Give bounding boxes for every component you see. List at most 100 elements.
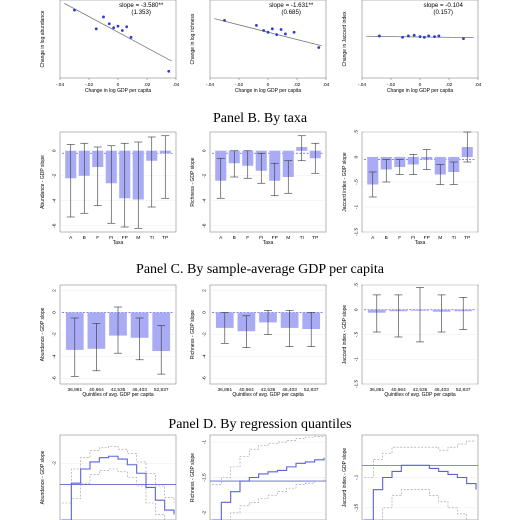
x-axis-label: Quintiles of avg. GDP per capita bbox=[384, 392, 456, 398]
y-axis-label: Richness - GDP slope bbox=[190, 453, 196, 502]
y-axis-label: Change in log richness bbox=[190, 13, 196, 64]
data-point bbox=[422, 35, 426, 39]
x-axis-label: Change in log GDP per capita bbox=[85, 88, 152, 94]
x-axis-label: Taxa bbox=[113, 240, 124, 246]
x-tick-label: FP bbox=[272, 235, 278, 241]
data-point bbox=[462, 37, 465, 41]
x-tick-label: 40,664 bbox=[391, 387, 406, 393]
data-point bbox=[129, 35, 133, 39]
x-tick-label: 0 bbox=[419, 82, 422, 88]
data-point bbox=[317, 46, 321, 49]
x-tick-label: -.04 bbox=[206, 82, 215, 88]
x-tick-label: 40,664 bbox=[89, 387, 104, 393]
panel-c-title: Panel C. By sample-average GDP per capit… bbox=[136, 262, 384, 277]
y-tick-label: -6 bbox=[52, 376, 58, 381]
slope-annotation: slope = -1.631** bbox=[269, 2, 314, 9]
y-tick-label: -2 bbox=[202, 510, 208, 515]
x-tick-label: 42,535 bbox=[261, 387, 276, 393]
x-tick-label: FP bbox=[424, 235, 430, 241]
y-axis-label: Abundance - GDP slope bbox=[40, 155, 46, 209]
data-point bbox=[275, 33, 279, 36]
data-point bbox=[292, 30, 296, 34]
x-tick-label: 52,837 bbox=[456, 387, 471, 393]
slope-se-annotation: (0.685) bbox=[281, 9, 301, 16]
data-point bbox=[412, 33, 416, 37]
estimate-line bbox=[212, 457, 325, 520]
ci-upper-line bbox=[62, 446, 175, 504]
x-tick-label: .04 bbox=[173, 82, 180, 88]
slope-se-annotation: (1.353) bbox=[131, 9, 151, 16]
y-axis-label: Jaccard index - GDP slope bbox=[342, 448, 348, 508]
slope-annotation: slope = -3.580** bbox=[119, 2, 164, 9]
y-tick-label: -.1 bbox=[354, 474, 360, 480]
x-tick-label: TI bbox=[150, 235, 154, 241]
y-tick-label: -.15 bbox=[354, 503, 360, 512]
data-point bbox=[401, 35, 404, 39]
estimate-line bbox=[62, 455, 175, 520]
data-point bbox=[378, 34, 381, 38]
plot-frame bbox=[209, 0, 327, 79]
y-tick-label: 0 bbox=[52, 311, 58, 314]
x-tick-label: TP bbox=[162, 235, 168, 241]
x-tick-label: F bbox=[398, 235, 401, 241]
x-tick-label: TI bbox=[300, 235, 304, 241]
plot-frame bbox=[59, 284, 177, 385]
data-point bbox=[255, 24, 258, 27]
x-axis-label: Taxa bbox=[415, 240, 426, 246]
y-tick-label: -2 bbox=[52, 461, 58, 466]
x-tick-label: FP bbox=[122, 235, 128, 241]
y-tick-label: -.5 bbox=[354, 179, 360, 185]
data-point bbox=[125, 25, 129, 29]
y-tick-label: .5 bbox=[354, 130, 360, 134]
x-tick-label: 52,837 bbox=[304, 387, 319, 393]
data-point bbox=[120, 29, 124, 32]
y-tick-label: -4 bbox=[52, 354, 58, 359]
x-tick-label: .04 bbox=[475, 82, 482, 88]
x-tick-label: 46,403 bbox=[132, 387, 147, 393]
data-point bbox=[223, 18, 226, 22]
data-point bbox=[94, 27, 98, 31]
slope-se-annotation: (0.157) bbox=[433, 9, 453, 16]
x-tick-label: .02 bbox=[446, 82, 453, 88]
plot-frame bbox=[209, 284, 327, 385]
y-tick-label: -1.5 bbox=[202, 473, 208, 482]
y-tick-label: -6 bbox=[202, 223, 208, 228]
fit-line bbox=[64, 3, 172, 62]
x-tick-label: M bbox=[438, 235, 442, 241]
x-tick-label: TI bbox=[452, 235, 456, 241]
y-tick-label: -1.5 bbox=[354, 228, 360, 237]
x-tick-label: -.02 bbox=[387, 82, 396, 88]
y-tick-label: -.5 bbox=[354, 331, 360, 337]
plot-frame bbox=[59, 434, 177, 520]
ci-lower-line bbox=[212, 477, 325, 520]
data-point bbox=[427, 34, 431, 38]
y-tick-label: -6 bbox=[202, 376, 208, 381]
x-tick-label: 42,535 bbox=[413, 387, 428, 393]
y-tick-label: -2 bbox=[202, 173, 208, 178]
x-tick-label: TP bbox=[464, 235, 470, 241]
x-tick-label: TP bbox=[312, 235, 318, 241]
y-tick-label: -4 bbox=[202, 354, 208, 359]
x-tick-label: B bbox=[83, 235, 86, 241]
x-tick-label: 36,881 bbox=[217, 387, 232, 393]
x-tick-label: 42,535 bbox=[111, 387, 126, 393]
y-tick-label: 0 bbox=[202, 149, 208, 152]
y-tick-label: 2 bbox=[52, 289, 58, 292]
data-point bbox=[73, 8, 76, 12]
y-axis-label: Change in log abundance bbox=[40, 10, 46, 67]
y-axis-label: Richness - GDP slope bbox=[190, 310, 196, 359]
x-tick-label: 36,881 bbox=[67, 387, 82, 393]
y-tick-label: -6 bbox=[52, 223, 58, 228]
x-tick-label: .04 bbox=[323, 82, 330, 88]
x-tick-label: M bbox=[286, 235, 290, 241]
y-tick-label: -1 bbox=[202, 440, 208, 445]
x-axis-label: Change in log GDP per capita bbox=[235, 88, 302, 94]
y-axis-label: Jaccard index - GDP slope bbox=[342, 305, 348, 365]
x-tick-label: -.04 bbox=[358, 82, 367, 88]
y-axis-label: Richness - GDP slope bbox=[190, 157, 196, 206]
data-point bbox=[279, 28, 283, 31]
x-tick-label: -.02 bbox=[235, 82, 244, 88]
x-tick-label: B bbox=[233, 235, 236, 241]
y-tick-label: -2 bbox=[202, 332, 208, 337]
y-tick-label: -4 bbox=[202, 198, 208, 203]
